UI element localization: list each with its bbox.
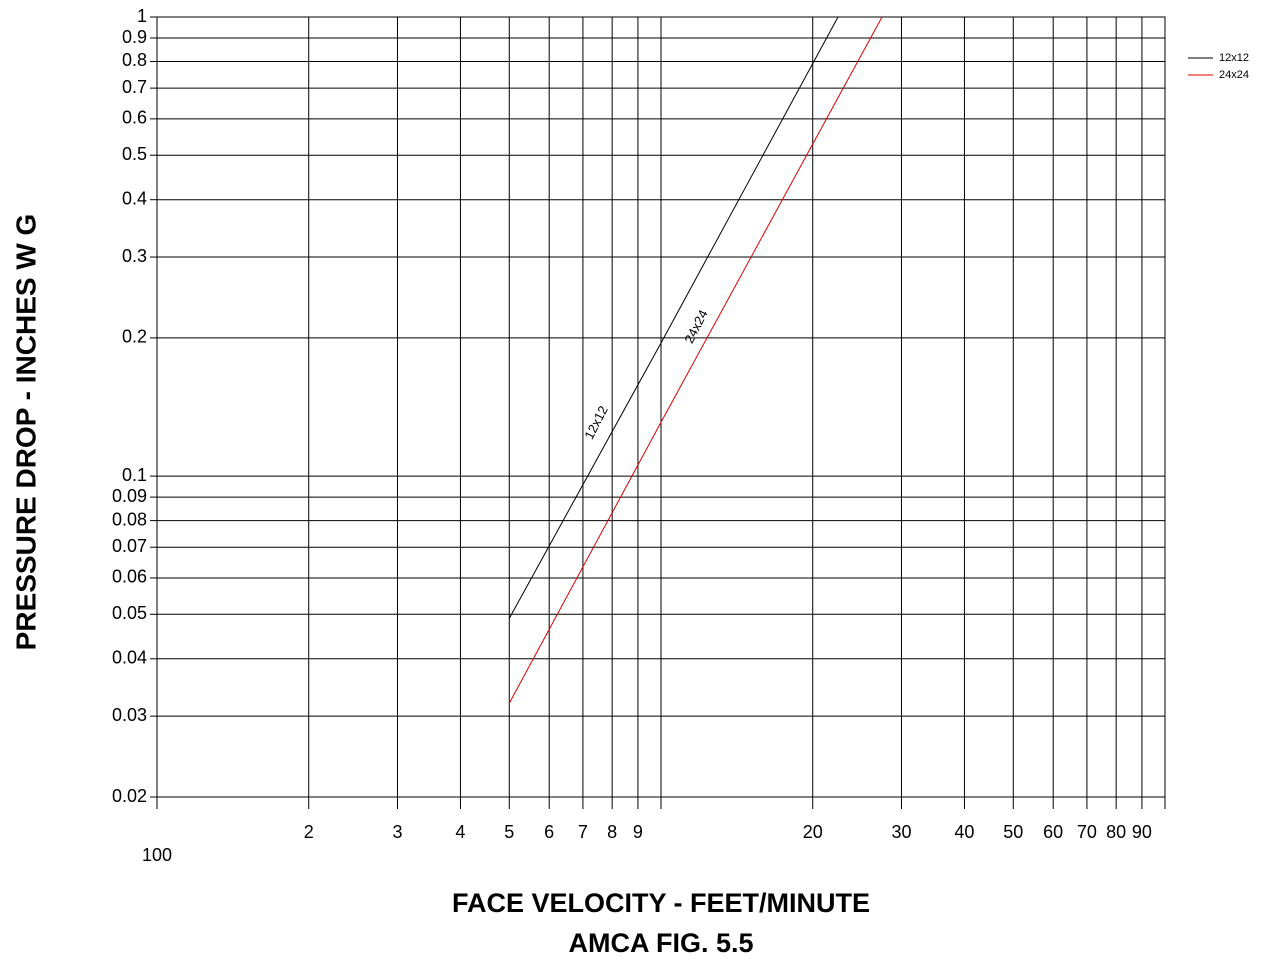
y-tick-label: 0.1 bbox=[122, 465, 147, 485]
y-tick-label: 0.07 bbox=[112, 536, 147, 556]
x-tick-label: 30 bbox=[891, 822, 911, 842]
y-tick-label: 0.02 bbox=[112, 786, 147, 806]
chart-subtitle: AMCA FIG. 5.5 bbox=[568, 928, 753, 958]
y-tick-label: 0.04 bbox=[112, 648, 147, 668]
x-tick-label: 2 bbox=[304, 822, 314, 842]
y-tick-label: 0.05 bbox=[112, 603, 147, 623]
y-axis-label: PRESSURE DROP - INCHES W G bbox=[10, 214, 41, 651]
y-tick-label: 0.03 bbox=[112, 705, 147, 725]
x-tick-label: 9 bbox=[633, 822, 643, 842]
y-tick-label: 0.9 bbox=[122, 27, 147, 47]
x-tick-label: 6 bbox=[544, 822, 554, 842]
y-tick-label: 0.06 bbox=[112, 567, 147, 587]
y-tick-label: 0.8 bbox=[122, 50, 147, 70]
x-tick-label: 90 bbox=[1132, 822, 1152, 842]
y-tick-label: 0.7 bbox=[122, 77, 147, 97]
x-tick-label: 4 bbox=[455, 822, 465, 842]
y-tick-label: 0.08 bbox=[112, 509, 147, 529]
x-tick-label: 40 bbox=[954, 822, 974, 842]
y-tick-label: 0.5 bbox=[122, 144, 147, 164]
x-tick-label: 70 bbox=[1077, 822, 1097, 842]
x-tick-label: 3 bbox=[392, 822, 402, 842]
x-tick-label: 80 bbox=[1106, 822, 1126, 842]
chart-title: FACE VELOCITY - FEET/MINUTE bbox=[452, 888, 870, 918]
y-tick-label: 0.09 bbox=[112, 486, 147, 506]
series-line bbox=[508, 16, 839, 619]
legend-label: 24x24 bbox=[1219, 69, 1249, 81]
legend-label: 12x12 bbox=[1219, 52, 1249, 64]
y-tick-label: 0.2 bbox=[122, 327, 147, 347]
y-tick-label: 0.4 bbox=[122, 188, 147, 208]
x-tick-label: 20 bbox=[803, 822, 823, 842]
x-tick-label: 5 bbox=[504, 822, 514, 842]
x-tick-label: 50 bbox=[1003, 822, 1023, 842]
y-tick-label: 1 bbox=[137, 6, 147, 26]
x-tick-label: 7 bbox=[578, 822, 588, 842]
y-tick-label: 0.3 bbox=[122, 246, 147, 266]
series-line bbox=[508, 16, 883, 704]
x-tick-label: 8 bbox=[607, 822, 617, 842]
x-tick-label: 100 bbox=[142, 845, 172, 865]
y-tick-label: 0.6 bbox=[122, 108, 147, 128]
x-tick-label: 60 bbox=[1043, 822, 1063, 842]
line-annotation: 12x12 bbox=[581, 403, 610, 441]
